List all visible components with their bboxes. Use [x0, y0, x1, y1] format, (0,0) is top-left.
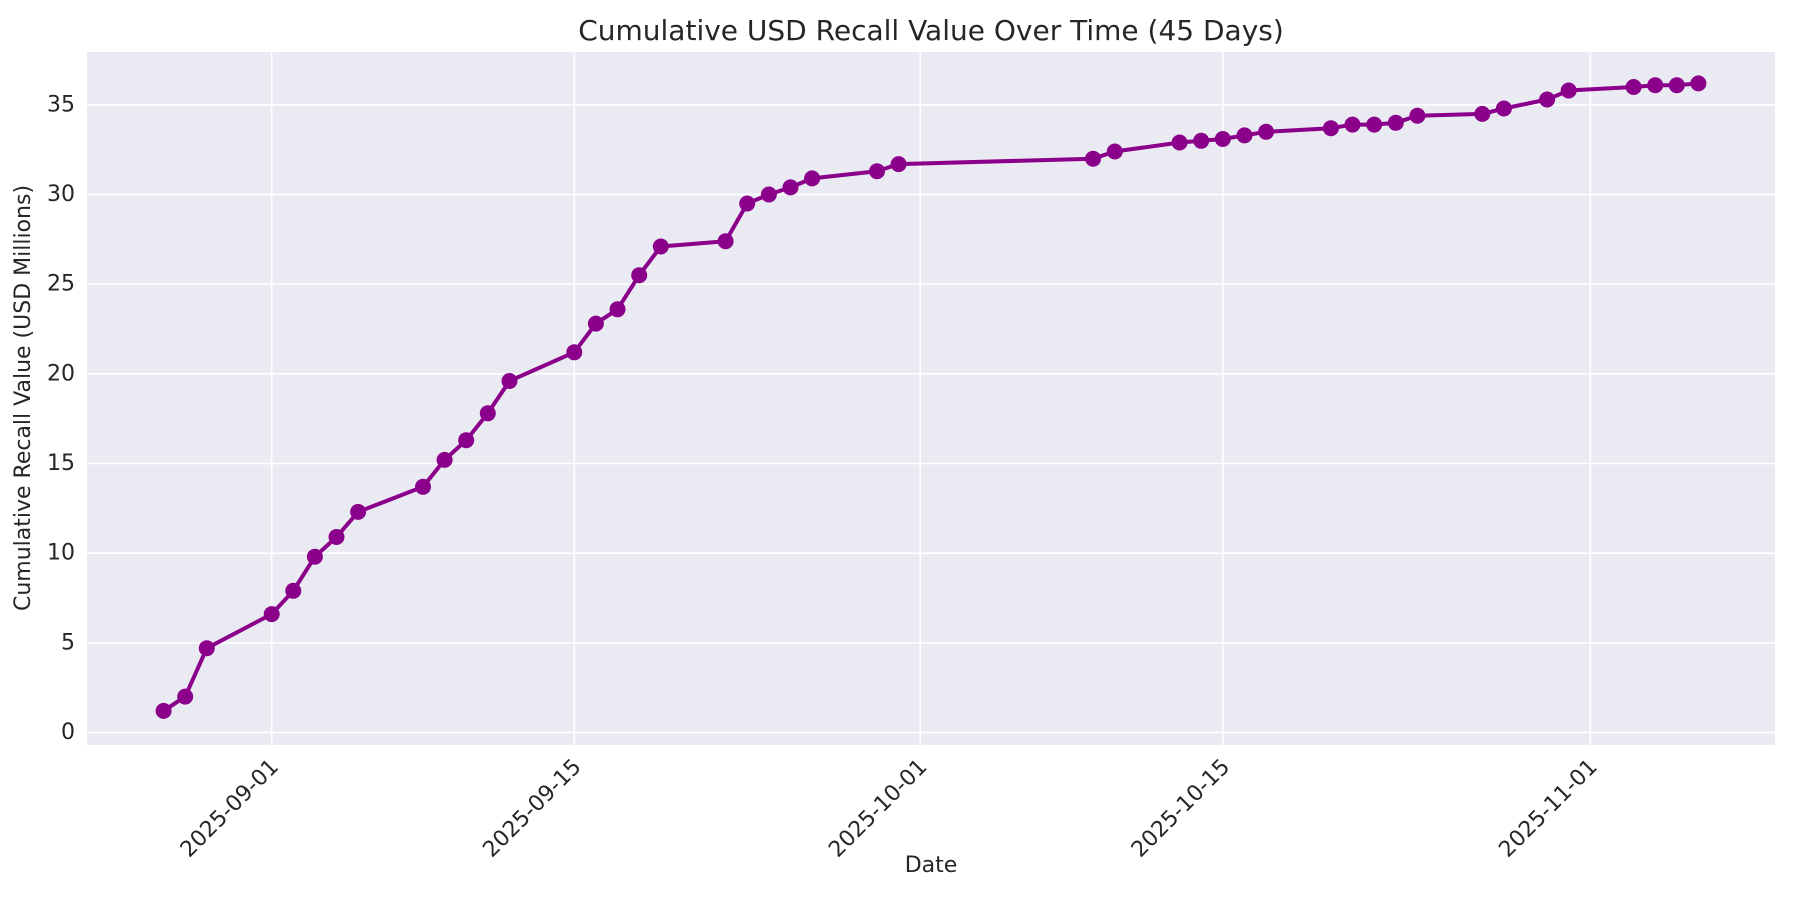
y-tick-label: 35	[47, 92, 75, 117]
data-point-marker	[717, 233, 734, 250]
data-point-marker	[1171, 134, 1188, 151]
data-point-marker	[1344, 116, 1361, 133]
data-point-marker	[1085, 150, 1102, 167]
data-point-marker	[1560, 82, 1577, 99]
data-point-marker	[1366, 116, 1383, 133]
y-tick-label: 0	[61, 720, 75, 745]
data-point-marker	[1495, 100, 1512, 117]
data-point-marker	[652, 238, 669, 255]
data-point-marker	[1387, 114, 1404, 131]
grid-layer	[87, 52, 1775, 745]
data-point-marker	[479, 405, 496, 422]
data-point-marker	[285, 582, 302, 599]
x-tick-label: 2025-09-01	[176, 755, 284, 863]
data-point-marker	[1625, 79, 1642, 95]
data-point-marker	[1193, 132, 1210, 149]
data-point-marker	[328, 529, 345, 545]
data-point-marker	[1214, 131, 1231, 147]
y-tick-label: 25	[47, 272, 75, 297]
x-tick-label: 2025-11-01	[1495, 755, 1603, 863]
data-point-marker	[587, 315, 604, 332]
data-point-marker	[263, 606, 280, 623]
data-point-marker	[1647, 77, 1664, 94]
y-tick-label: 10	[47, 541, 75, 566]
data-point-marker	[1474, 105, 1491, 122]
y-tick-label: 20	[47, 361, 75, 386]
plot-area	[87, 52, 1775, 745]
data-point-marker	[782, 179, 799, 196]
data-point-marker	[198, 640, 215, 657]
y-tick-label: 5	[61, 630, 75, 655]
data-point-marker	[1539, 91, 1556, 108]
y-tick-label: 15	[47, 451, 75, 476]
x-tick-label: 2025-10-01	[824, 755, 932, 863]
series-layer	[155, 75, 1707, 719]
data-point-marker	[1668, 77, 1685, 94]
data-point-marker	[155, 702, 172, 719]
y-tick-label: 30	[47, 182, 75, 207]
data-point-marker	[458, 432, 475, 449]
data-point-marker	[1409, 107, 1426, 124]
data-point-marker	[1106, 143, 1123, 160]
data-point-marker	[890, 156, 907, 173]
data-point-marker	[1322, 120, 1339, 137]
y-axis-label: Cumulative Recall Value (USD Millions)	[11, 185, 36, 611]
data-point-marker	[760, 186, 777, 203]
data-point-marker	[609, 301, 626, 318]
data-point-marker	[631, 267, 648, 284]
data-point-marker	[804, 170, 821, 187]
data-point-marker	[177, 688, 194, 705]
data-point-marker	[739, 195, 756, 212]
x-tick-label: 2025-10-15	[1127, 755, 1235, 863]
data-point-marker	[415, 478, 431, 495]
data-point-marker	[350, 503, 367, 520]
data-point-marker	[501, 373, 518, 389]
data-point-marker	[1258, 123, 1275, 140]
data-point-marker	[436, 451, 453, 468]
data-point-marker	[869, 163, 885, 180]
data-point-marker	[566, 344, 583, 361]
chart-title: Cumulative USD Recall Value Over Time (4…	[578, 14, 1284, 47]
data-point-marker	[306, 548, 323, 565]
x-axis-label: Date	[905, 853, 958, 878]
data-point-marker	[1236, 127, 1253, 144]
data-point-marker	[1690, 75, 1707, 92]
x-tick-label: 2025-09-15	[478, 755, 586, 863]
